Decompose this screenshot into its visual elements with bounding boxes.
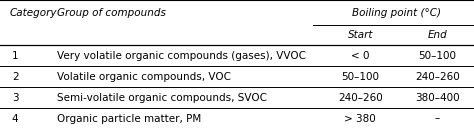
Text: 50–100: 50–100 [418, 51, 456, 61]
Text: Start: Start [347, 30, 373, 40]
Text: End: End [428, 30, 447, 40]
Text: Volatile organic compounds, VOC: Volatile organic compounds, VOC [57, 72, 231, 82]
Text: 380–400: 380–400 [415, 92, 460, 103]
Text: Organic particle matter, PM: Organic particle matter, PM [57, 114, 201, 124]
Text: 2: 2 [12, 72, 18, 82]
Text: 3: 3 [12, 92, 18, 103]
Text: < 0: < 0 [351, 51, 370, 61]
Text: 1: 1 [12, 51, 18, 61]
Text: 50–100: 50–100 [341, 72, 379, 82]
Text: Very volatile organic compounds (gases), VVOC: Very volatile organic compounds (gases),… [57, 51, 306, 61]
Text: Group of compounds: Group of compounds [57, 8, 166, 18]
Text: Category: Category [9, 8, 57, 18]
Text: Semi-volatile organic compounds, SVOC: Semi-volatile organic compounds, SVOC [57, 92, 267, 103]
Text: 240–260: 240–260 [338, 92, 383, 103]
Text: Boiling point (°C): Boiling point (°C) [353, 8, 441, 18]
Text: > 380: > 380 [345, 114, 376, 124]
Text: 4: 4 [12, 114, 18, 124]
Text: 240–260: 240–260 [415, 72, 460, 82]
Text: –: – [435, 114, 440, 124]
